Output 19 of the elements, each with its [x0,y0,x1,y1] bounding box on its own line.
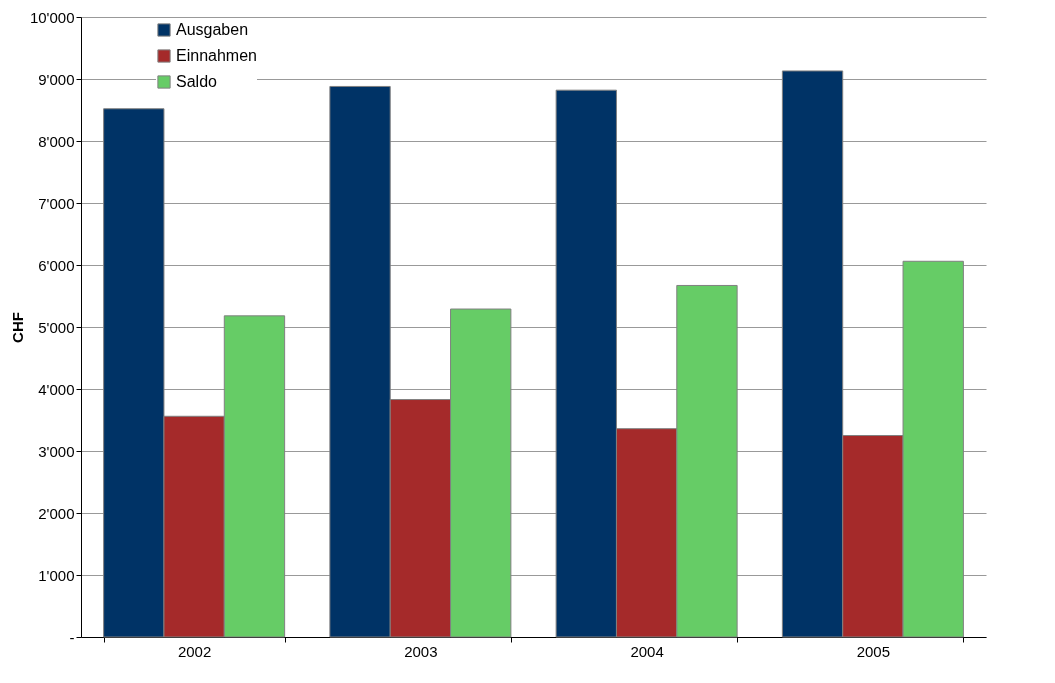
legend-label: Ausgaben [176,21,249,38]
x-tick-label: 2003 [404,642,438,660]
y-tick-label: 3'000 [38,442,75,460]
x-tick-label: 2004 [630,642,664,660]
legend-label: Saldo [176,73,218,90]
y-tick-label: 9'000 [38,70,75,88]
y-tick-label: 4'000 [38,380,75,398]
y-tick-label: 7'000 [38,194,75,212]
legend-label: Einnahmen [176,47,257,64]
y-tick-label: 8'000 [38,132,75,150]
y-axis-title: CHF [8,312,26,343]
y-tick-label: 10'000 [29,8,75,26]
y-tick-label: 2'000 [38,504,75,522]
y-tick-label: 5'000 [38,318,75,336]
x-tick-label: 2002 [177,642,212,660]
y-tick-label: 1'000 [38,566,75,584]
y-tick-label: 6'000 [38,256,75,274]
y-tick-label: - [69,628,75,646]
x-tick-label: 2005 [856,642,891,660]
